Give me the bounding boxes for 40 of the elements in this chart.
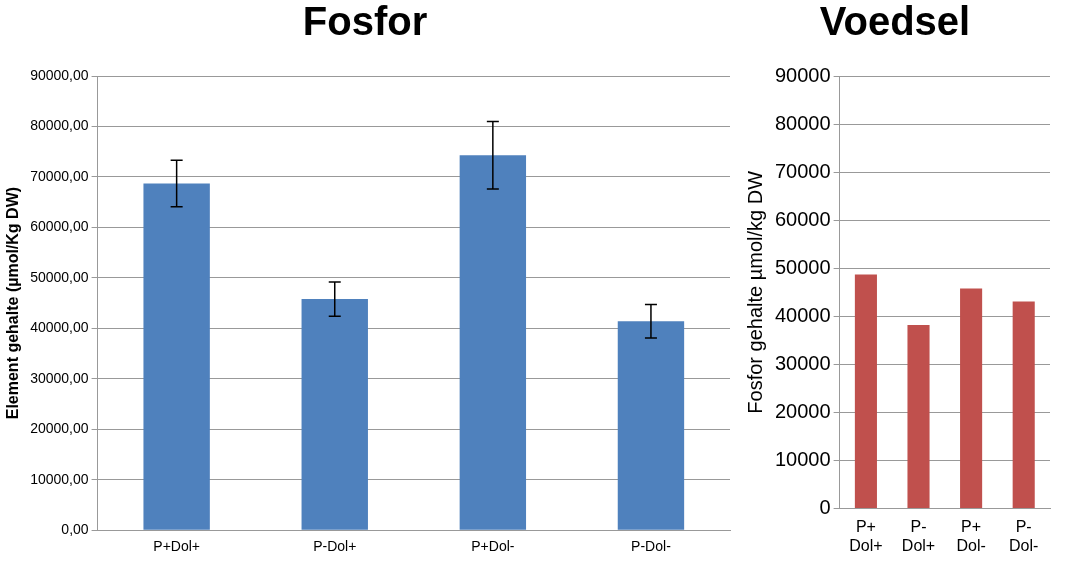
x-tick-label: P-Dol- [631, 538, 672, 555]
x-tick-label: P-Dol+ [313, 538, 357, 555]
y-tick-label: 20000 [774, 399, 831, 422]
y-tick-label: 90000 [774, 63, 831, 86]
bar [459, 155, 527, 530]
bar [1012, 301, 1035, 509]
y-tick-label: 0,00 [61, 521, 89, 538]
bar [617, 321, 685, 530]
y-tick-label: 80000,00 [30, 117, 89, 134]
x-tick-label: P+ Dol- [956, 517, 986, 554]
y-tick-label: 40000,00 [30, 319, 89, 336]
x-tick-label: P- Dol- [1009, 517, 1039, 554]
chart-title: Fosfor [302, 0, 428, 44]
bar [960, 288, 983, 509]
y-tick-label: 70000 [774, 159, 831, 182]
y-axis-title: Fosfor gehalte µmol/kg DW [743, 170, 766, 414]
y-tick-label: 10000,00 [30, 470, 89, 487]
bar [143, 183, 210, 530]
y-tick-label: 20000,00 [30, 420, 89, 437]
y-tick-label: 30000 [774, 351, 831, 374]
y-tick-label: 0 [819, 496, 831, 519]
x-tick-label: P- Dol+ [901, 517, 936, 554]
y-tick-label: 10000 [774, 448, 831, 471]
x-tick-label: P+Dol+ [153, 538, 200, 555]
y-tick-label: 90000,00 [30, 66, 89, 83]
y-tick-label: 50000 [774, 255, 831, 278]
y-axis-title: Element gehalte (µmol/Kg DW) [4, 186, 22, 420]
y-tick-label: 60000 [774, 207, 831, 230]
x-tick-label: P+Dol- [471, 538, 515, 555]
y-tick-label: 60000,00 [30, 218, 89, 235]
y-tick-label: 70000,00 [30, 167, 89, 184]
chart-title: Voedsel [819, 0, 971, 44]
y-tick-label: 30000,00 [30, 369, 89, 386]
bar [907, 324, 930, 509]
y-tick-label: 50000,00 [30, 268, 89, 285]
y-tick-label: 80000 [774, 111, 831, 134]
x-tick-label: P+ Dol+ [849, 517, 883, 554]
y-tick-label: 40000 [774, 303, 831, 326]
bar [854, 274, 877, 509]
bar [301, 299, 368, 530]
